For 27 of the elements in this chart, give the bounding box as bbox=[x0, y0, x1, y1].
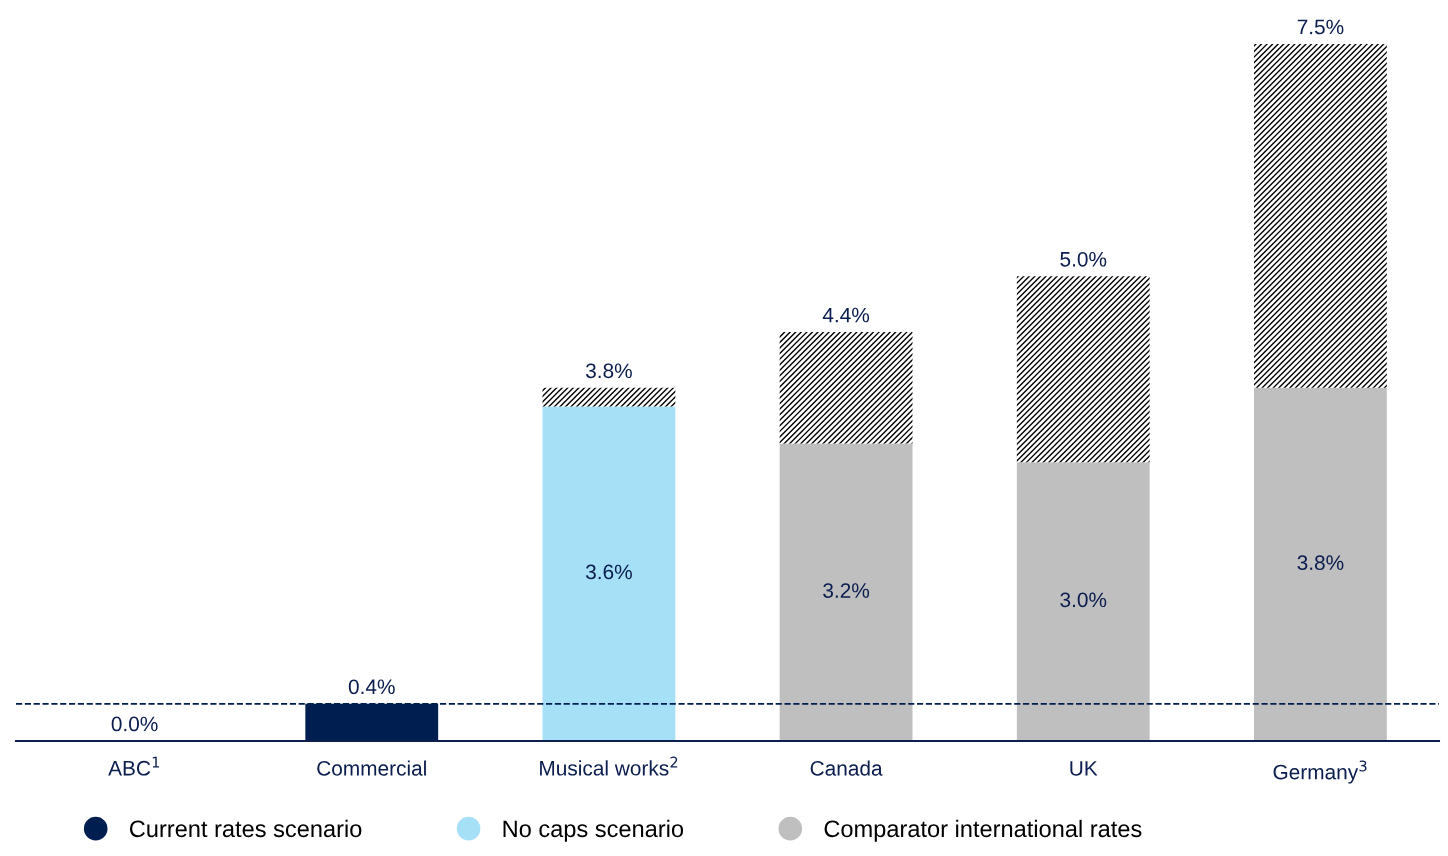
data-label: 3.6% bbox=[585, 564, 632, 580]
data-label: 3.2% bbox=[823, 583, 870, 598]
bar bbox=[542, 406, 676, 741]
data-label: 3.0% bbox=[1060, 592, 1107, 608]
bar bbox=[1016, 276, 1150, 463]
total-label: 7.5% bbox=[1297, 19, 1344, 35]
x-tick-label: ABC$^{1}$ bbox=[108, 756, 160, 776]
bar bbox=[1254, 387, 1387, 741]
bar bbox=[779, 443, 913, 741]
x-tick-label: Germany$^{3}$ bbox=[1273, 760, 1367, 784]
total-label: 0.0% bbox=[111, 716, 158, 732]
total-label: 0.4% bbox=[348, 679, 395, 695]
legend-label: Comparator international rates bbox=[824, 819, 1142, 842]
legend-label: No caps scenario bbox=[503, 819, 684, 842]
bar bbox=[779, 332, 913, 444]
x-tick-label: Musical works$^{2}$ bbox=[540, 756, 678, 776]
x-tick-label: Commercial bbox=[317, 760, 426, 776]
total-label: 4.4% bbox=[822, 307, 870, 323]
data-label: 3.8% bbox=[1297, 555, 1344, 571]
bar bbox=[1016, 462, 1150, 741]
total-label: 3.8% bbox=[585, 363, 632, 379]
legend-label: Current rates scenario bbox=[129, 819, 362, 838]
x-tick-label: Canada bbox=[810, 760, 883, 776]
x-tick-label: UK bbox=[1070, 761, 1098, 776]
bar bbox=[542, 387, 676, 407]
total-label: 5.0% bbox=[1060, 251, 1107, 267]
bar bbox=[1254, 44, 1387, 388]
